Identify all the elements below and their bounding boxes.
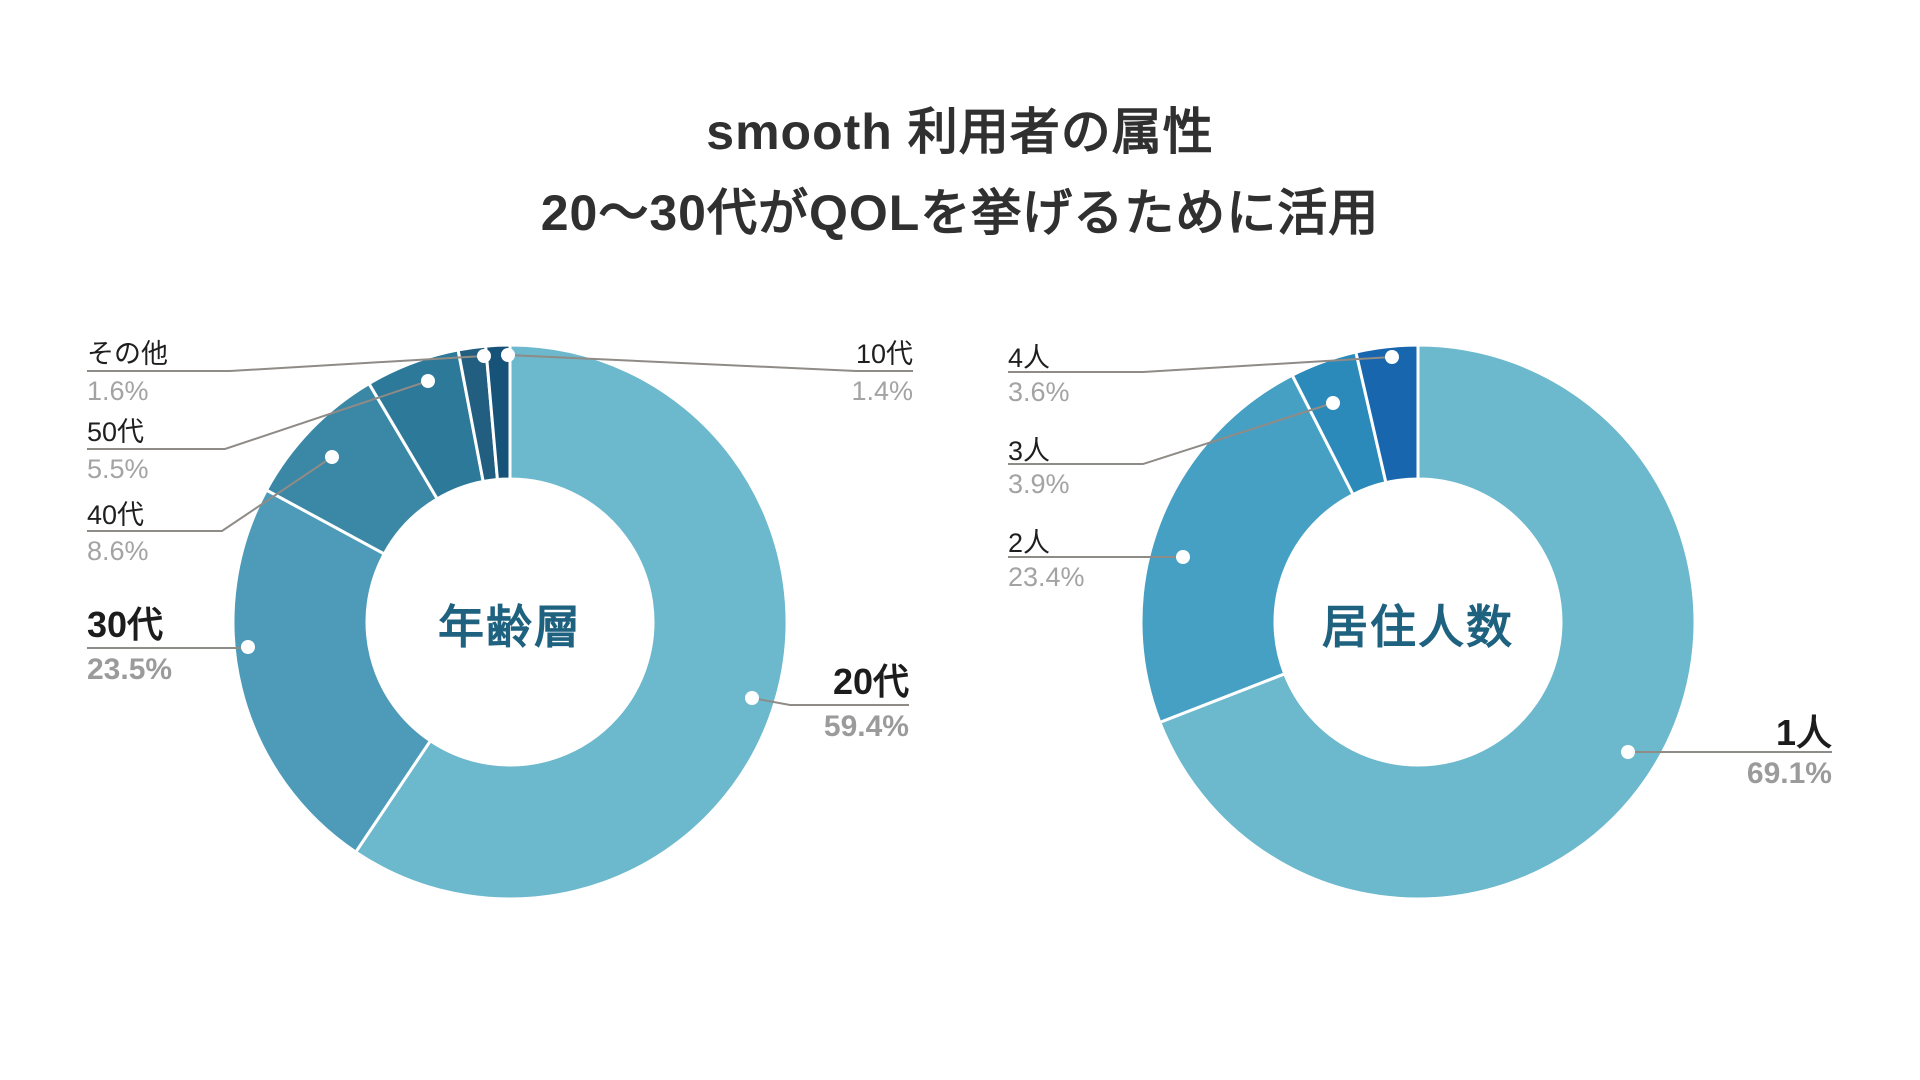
slice-value-50代: 5.5% bbox=[87, 454, 149, 484]
donut-slice-2人 bbox=[1139, 373, 1355, 724]
slice-label-2人: 2人 bbox=[1008, 528, 1050, 558]
donut-slice-1人 bbox=[1158, 343, 1697, 901]
leader-dot-3人 bbox=[1326, 396, 1340, 410]
slice-label-40代: 40代 bbox=[87, 500, 144, 530]
leader-dot-10代 bbox=[501, 348, 515, 362]
slice-value-4人: 3.6% bbox=[1008, 377, 1070, 407]
leader-line-10代 bbox=[507, 354, 913, 372]
slice-label-10代: 10代 bbox=[856, 339, 913, 369]
slice-label-20代: 20代 bbox=[833, 661, 909, 702]
page-title-line1: smooth 利用者の属性 bbox=[706, 104, 1214, 160]
slice-label-3人: 3人 bbox=[1008, 436, 1050, 466]
slice-value-3人: 3.9% bbox=[1008, 469, 1070, 499]
donut-slice-20代 bbox=[354, 343, 789, 901]
leader-line-4人 bbox=[1008, 356, 1393, 373]
leader-dot-2人 bbox=[1176, 550, 1190, 564]
left-donut-center-label: 年齢層 bbox=[438, 601, 582, 653]
slice-value-1人: 69.1% bbox=[1747, 757, 1832, 790]
right-donut-center-label: 居住人数 bbox=[1322, 601, 1514, 653]
leader-dot-1人 bbox=[1621, 745, 1635, 759]
slice-value-40代: 8.6% bbox=[87, 536, 149, 566]
slice-label-4人: 4人 bbox=[1008, 343, 1050, 373]
leader-line-20代 bbox=[751, 697, 909, 706]
leader-dot-4人 bbox=[1385, 350, 1399, 364]
slice-value-30代: 23.5% bbox=[87, 653, 172, 686]
leader-dot-40代 bbox=[325, 450, 339, 464]
donut-slice-30代 bbox=[231, 488, 432, 854]
leader-line-その他 bbox=[87, 355, 485, 372]
leader-dot-20代 bbox=[745, 691, 759, 705]
leader-dot-その他 bbox=[477, 349, 491, 363]
donut-slice-10代 bbox=[484, 343, 512, 482]
slice-label-30代: 30代 bbox=[87, 604, 163, 645]
slice-value-20代: 59.4% bbox=[824, 710, 909, 743]
donut-slice-4人 bbox=[1354, 343, 1420, 485]
slice-label-50代: 50代 bbox=[87, 417, 144, 447]
slice-value-2人: 23.4% bbox=[1008, 562, 1085, 592]
leader-line-50代 bbox=[87, 380, 429, 450]
page-title-line2: 20〜30代がQOLを挙げるために活用 bbox=[540, 185, 1380, 241]
slice-label-1人: 1人 bbox=[1776, 712, 1832, 753]
slice-label-その他: その他 bbox=[87, 339, 168, 369]
leader-line-30代 bbox=[87, 646, 249, 649]
slice-value-その他: 1.6% bbox=[87, 376, 149, 406]
leader-line-40代 bbox=[87, 456, 333, 532]
leader-dot-30代 bbox=[241, 640, 255, 654]
leader-line-3人 bbox=[1008, 402, 1334, 465]
leader-dot-50代 bbox=[421, 374, 435, 388]
page-title: smooth 利用者の属性 20〜30代がQOLを挙げるために活用 bbox=[0, 92, 1920, 254]
slice-value-10代: 1.4% bbox=[851, 376, 913, 406]
